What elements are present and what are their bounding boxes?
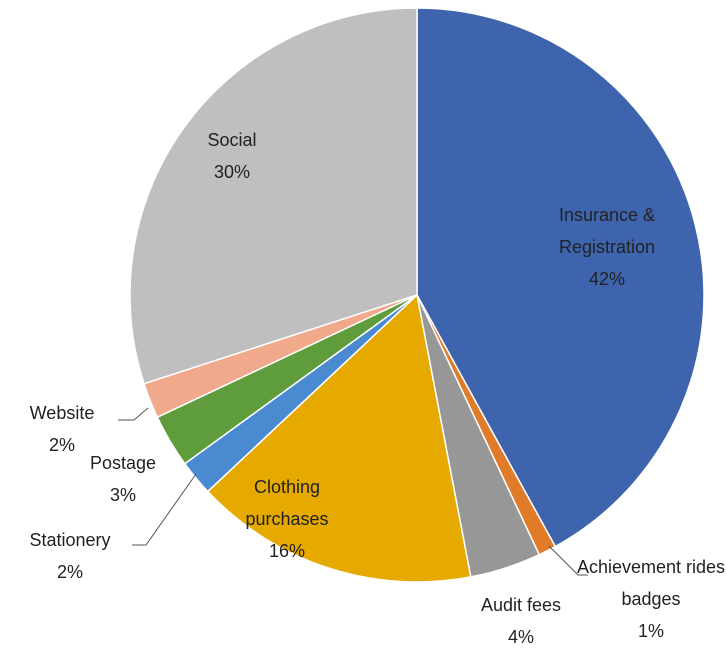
value-label: 16% <box>268 541 306 561</box>
value-label: 42% <box>588 269 626 289</box>
value-label: 2% <box>56 562 83 582</box>
category-label: Audit fees <box>480 595 562 615</box>
value-label: 4% <box>507 627 534 647</box>
value-label: 3% <box>109 485 136 505</box>
value-label: 30% <box>213 162 251 182</box>
category-label: Postage <box>89 453 157 473</box>
pie-slice <box>416 7 705 548</box>
data-label: Postage 3% <box>68 447 178 511</box>
data-label: Website 2% <box>7 397 117 461</box>
data-label: Clothing purchases 16% <box>227 471 347 567</box>
value-label: 1% <box>637 621 664 641</box>
pie-slice <box>206 293 472 583</box>
leader-line <box>548 545 588 576</box>
value-label: 2% <box>48 435 75 455</box>
data-label: Achievement rides badges 1% <box>576 551 726 647</box>
category-label: Achievement rides badges <box>576 557 726 609</box>
category-label: Website <box>29 403 95 423</box>
category-label: Insurance & Registration <box>558 205 656 257</box>
data-label: Audit fees 4% <box>456 589 586 650</box>
pie-slice <box>129 7 418 385</box>
leader-line <box>132 473 197 546</box>
data-label: Stationery 2% <box>5 524 135 588</box>
category-label: Stationery <box>29 530 111 550</box>
data-label: Social 30% <box>177 124 287 188</box>
data-label: Insurance & Registration 42% <box>532 199 682 295</box>
category-label: Clothing purchases <box>245 477 329 529</box>
leader-line <box>118 407 149 421</box>
category-label: Social <box>207 130 257 150</box>
